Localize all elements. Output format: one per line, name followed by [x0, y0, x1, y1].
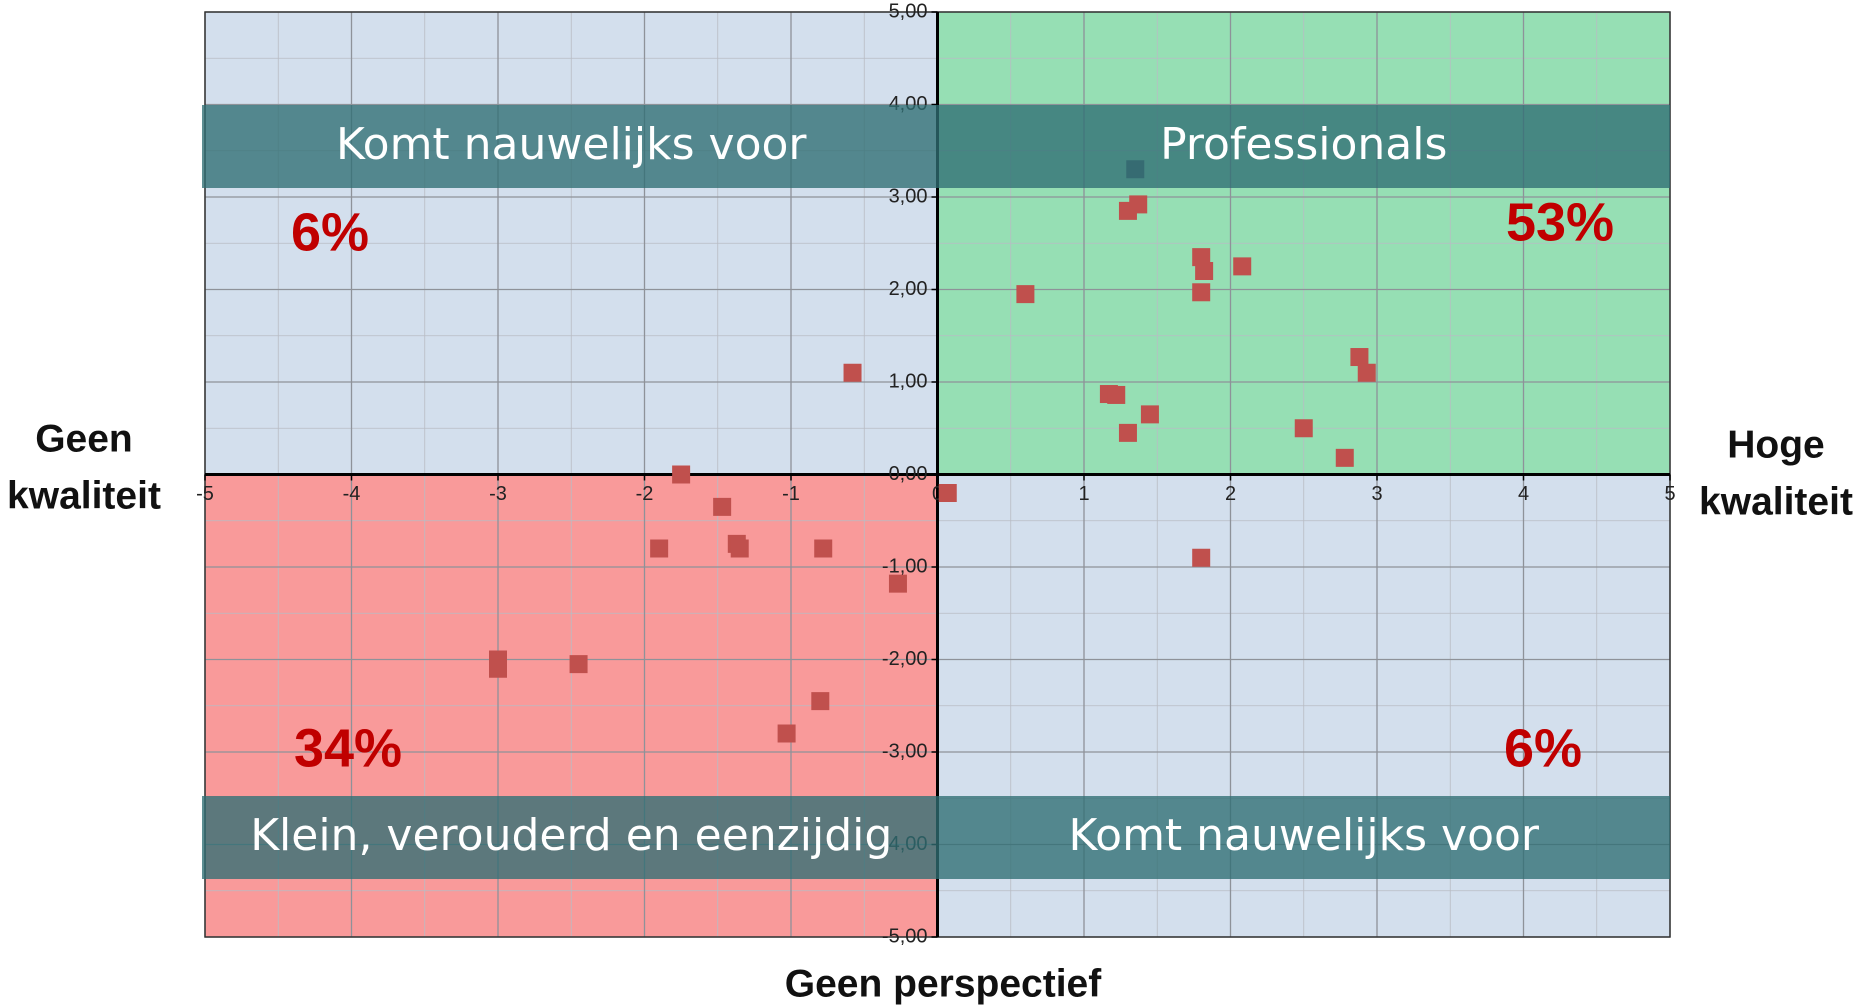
y-tick-label: -1,00	[882, 555, 928, 577]
y-tick-label: -3,00	[882, 740, 928, 762]
x-tick-label: -4	[343, 483, 361, 505]
y-tick-label: 2,00	[889, 278, 928, 300]
x-tick-label: 1	[1078, 483, 1089, 505]
quadrant-label: Komt nauwelijks voor	[1068, 810, 1539, 861]
x-tick-label: -3	[489, 483, 507, 505]
data-point	[1192, 548, 1211, 567]
y-tick-label: 0,00	[889, 463, 928, 485]
x-tick-label: -2	[636, 483, 654, 505]
bottom-label: Geen perspectief	[785, 962, 1102, 1005]
data-point	[672, 465, 691, 484]
left-label: Geen	[35, 417, 133, 460]
data-point	[1233, 257, 1252, 276]
quadrant-share: 34%	[294, 718, 402, 778]
data-point	[1192, 283, 1211, 302]
data-point	[1016, 285, 1035, 304]
x-tick-label: -1	[782, 483, 800, 505]
x-tick-label: 3	[1371, 483, 1382, 505]
data-point	[713, 497, 732, 516]
data-point	[1140, 405, 1159, 424]
y-tick-label: 5,00	[889, 0, 928, 22]
data-point	[1335, 448, 1354, 467]
y-tick-label: 3,00	[889, 185, 928, 207]
quadrant-share: 6%	[1504, 718, 1582, 778]
data-point	[489, 659, 507, 678]
data-point	[1107, 385, 1126, 404]
right-label: kwaliteit	[1699, 480, 1853, 523]
x-tick-label: 0	[932, 483, 943, 505]
x-tick-label: 5	[1664, 483, 1675, 505]
quadrant-label: Komt nauwelijks voor	[336, 119, 807, 170]
data-point	[777, 724, 796, 743]
y-tick-label: 1,00	[889, 370, 928, 392]
data-point	[1129, 195, 1148, 214]
data-point	[1350, 348, 1369, 367]
data-point	[1294, 419, 1313, 438]
left-label: kwaliteit	[7, 474, 161, 517]
quadrant-share: 53%	[1506, 192, 1614, 252]
data-point	[814, 539, 833, 558]
data-point	[938, 484, 957, 502]
data-point	[1357, 363, 1376, 382]
data-point	[1118, 423, 1137, 442]
right-label: Hoge	[1727, 423, 1825, 466]
y-tick-label: -5,00	[882, 925, 928, 947]
data-point	[843, 363, 862, 382]
label-band	[202, 105, 1670, 188]
quadrant-label: Professionals	[1160, 119, 1447, 170]
data-point	[888, 574, 907, 593]
data-point	[1192, 248, 1211, 267]
x-tick-label: 2	[1225, 483, 1236, 505]
y-tick-label: -2,00	[882, 648, 928, 670]
data-point	[569, 655, 588, 674]
x-tick-label: 4	[1518, 483, 1529, 505]
data-point	[730, 539, 749, 558]
quadrant-share: 6%	[291, 202, 369, 262]
quadrant-label: Klein, verouderd en eenzijdig	[250, 810, 892, 861]
data-point	[1195, 262, 1214, 280]
data-point	[650, 539, 669, 558]
x-tick-label: -5	[196, 483, 214, 505]
data-point	[811, 692, 830, 711]
label-band	[202, 796, 1670, 879]
